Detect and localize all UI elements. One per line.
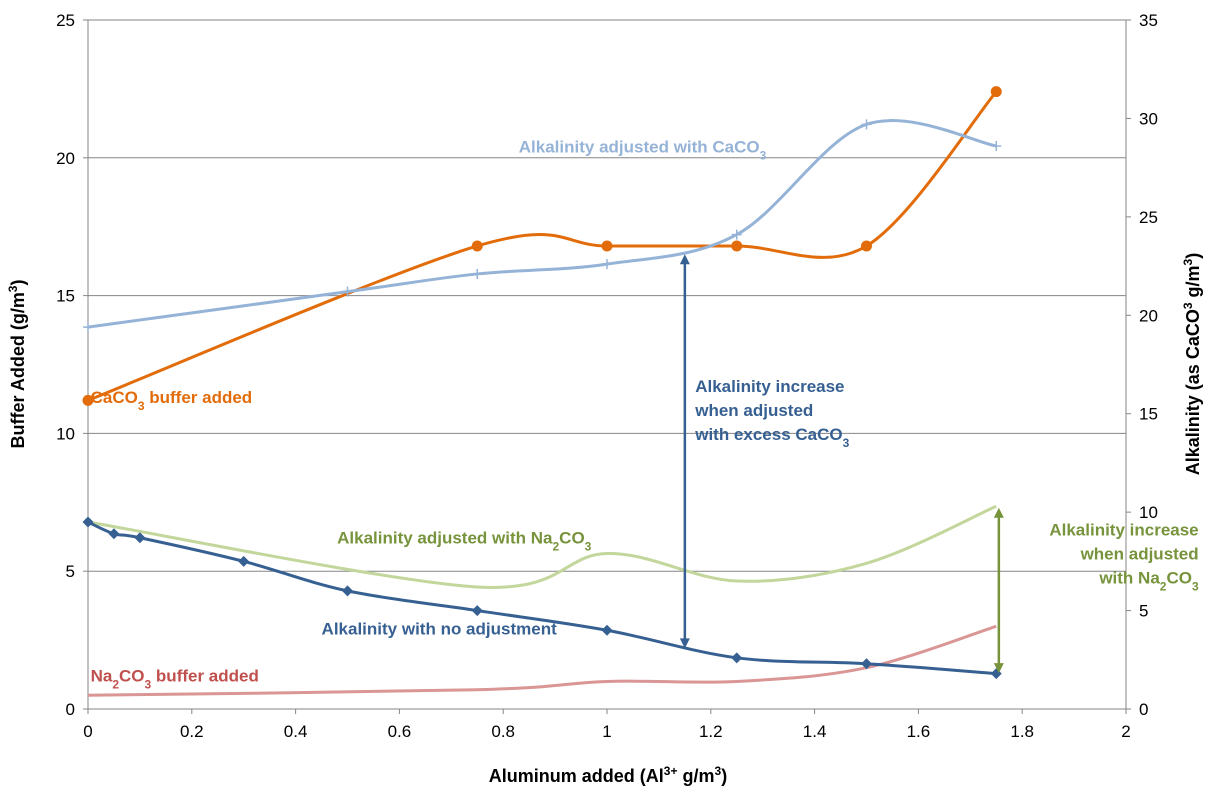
na2co3-increase-arrow [993,507,1004,674]
data-point-diamond [731,652,743,664]
x-tick-label: 1 [602,722,611,741]
data-point-plus [472,268,483,279]
arrow-head-bottom [993,663,1004,674]
y2-tick-label: 5 [1139,602,1148,621]
x-axis-title: Aluminum added (Al3+ g/m3) [489,764,727,786]
axes: 0 0.2 0.4 0.6 0.8 1 1.2 1.4 1.6 1.8 20510152025051… [56,11,1158,741]
series-group [82,86,1002,406]
y2-tick-label: 20 [1139,306,1158,325]
x-tick-label: 0.8 [491,722,515,741]
series-group [83,119,1002,333]
alk-caco3-label: Alkalinity adjusted with CaCO3 [519,137,767,162]
data-point-plus [342,286,353,297]
y-tick-label: 25 [56,11,75,30]
x-tick-label: 1.6 [907,722,931,741]
y2-tick-label: 35 [1139,11,1158,30]
series-group [82,516,1002,680]
x-tick-label: 1.4 [803,722,827,741]
x-tick-label: 0 [83,722,92,741]
y-axis-right-title: Alkalinity (as CaCO3 g/m3) [1181,253,1203,475]
arrow-head-top [679,254,690,265]
na2co3-buffer-label: Na2CO3 buffer added [91,666,259,691]
series-group [87,504,997,589]
alk-na2co3-label: Alkalinity adjusted with Na2CO3 [337,529,592,554]
y-tick-label: 10 [56,424,75,443]
gridlines [88,19,1126,710]
annotation-arrows [679,254,1004,674]
data-point-diamond [861,658,872,670]
x-tick-label: 1.8 [1010,722,1034,741]
x-tick-label: 0.6 [388,722,412,741]
data-point-diamond [108,528,120,540]
y2-tick-label: 10 [1139,503,1158,522]
data-point-diamond [601,624,613,636]
data-series [82,86,1002,697]
data-point-circle [731,240,743,252]
data-point-circle [471,240,483,252]
series-line [87,90,998,402]
y-tick-label: 5 [66,562,75,581]
data-point-circle [990,86,1002,98]
data-point-diamond [134,532,146,544]
data-point-diamond [471,605,483,617]
caco3-increase-arrow [679,254,690,649]
y-tick-label: 15 [56,287,75,306]
y2-tick-label: 30 [1139,109,1158,128]
alk-none-label: Alkalinity with no adjustment [322,620,558,639]
data-point-diamond [82,516,94,528]
arrow-head-bottom [679,638,690,649]
y-axis-left-title: Buffer Added (g/m3) [6,279,28,448]
data-point-plus [731,229,742,240]
y2-tick-label: 15 [1139,405,1158,424]
na2co3-increase-label: Alkalinity increase when adjusted with Na2… [1049,520,1199,593]
x-tick-label: 1.2 [699,722,723,741]
x-tick-label: 2 [1121,722,1130,741]
data-point-plus [991,140,1002,151]
data-point-circle [861,240,872,252]
data-point-plus [602,259,612,270]
y-tick-label: 20 [56,149,75,168]
x-tick-label: 0.2 [180,722,204,741]
data-point-circle [82,394,94,406]
y-tick-label: 0 [66,700,75,719]
y2-tick-label: 0 [1139,700,1148,719]
data-point-diamond [342,585,353,597]
caco3-increase-label: Alkalinity increase when adjusted with exc… [694,377,849,450]
data-point-circle [601,240,613,252]
annotation-labels: CaCO3 buffer added Na2CO3 buffer added Alk… [91,137,1199,691]
caco3-buffer-label: CaCO3 buffer added [91,388,253,413]
data-point-plus [83,322,93,333]
series-line [87,504,997,589]
data-point-plus [861,119,872,130]
y2-tick-label: 25 [1139,208,1158,227]
data-point-diamond [238,555,250,567]
x-tick-label: 0.4 [284,722,308,741]
arrow-head-top [993,507,1004,518]
